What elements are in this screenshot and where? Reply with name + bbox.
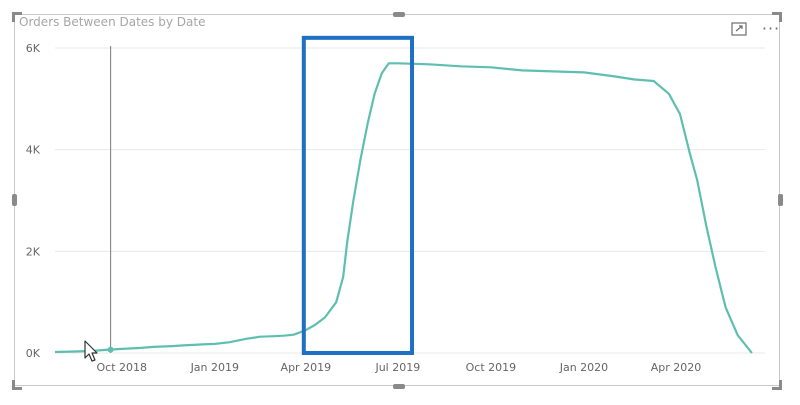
x-tick-label: Apr 2019 [281, 361, 332, 374]
resize-handle-top[interactable] [393, 12, 405, 17]
y-tick-label: 2K [26, 245, 41, 258]
highlight-box [301, 35, 415, 355]
resize-handle-top-left[interactable] [12, 12, 22, 22]
gridlines [55, 47, 765, 354]
y-tick-label: 0K [26, 347, 41, 360]
visual-header-icons: ··· [730, 20, 780, 38]
mouse-pointer-icon [84, 340, 98, 362]
visual-title: Orders Between Dates by Date [19, 15, 206, 29]
y-axis: 0K 2K 4K 6K [26, 42, 41, 360]
y-tick-label: 4K [26, 144, 41, 157]
y-tick-label: 6K [26, 42, 41, 55]
resize-handle-bottom-right[interactable] [772, 380, 782, 390]
focus-mode-icon[interactable] [730, 20, 748, 38]
x-axis: Oct 2018 Jan 2019 Apr 2019 Jul 2019 Oct 2019… [96, 361, 701, 374]
crosshair-point [107, 346, 114, 353]
x-tick-label: Jul 2019 [374, 361, 420, 374]
x-tick-label: Oct 2019 [466, 361, 517, 374]
resize-handle-bottom[interactable] [393, 384, 405, 389]
x-tick-label: Jan 2019 [190, 361, 239, 374]
more-options-icon[interactable]: ··· [761, 19, 781, 38]
resize-handle-right[interactable] [778, 194, 783, 206]
x-tick-label: Apr 2020 [651, 361, 702, 374]
x-tick-label: Oct 2018 [96, 361, 147, 374]
resize-handle-top-right[interactable] [772, 12, 782, 22]
resize-handle-left[interactable] [12, 194, 17, 206]
series-line [54, 62, 753, 354]
x-tick-label: Jan 2020 [559, 361, 608, 374]
resize-handle-bottom-left[interactable] [12, 380, 22, 390]
